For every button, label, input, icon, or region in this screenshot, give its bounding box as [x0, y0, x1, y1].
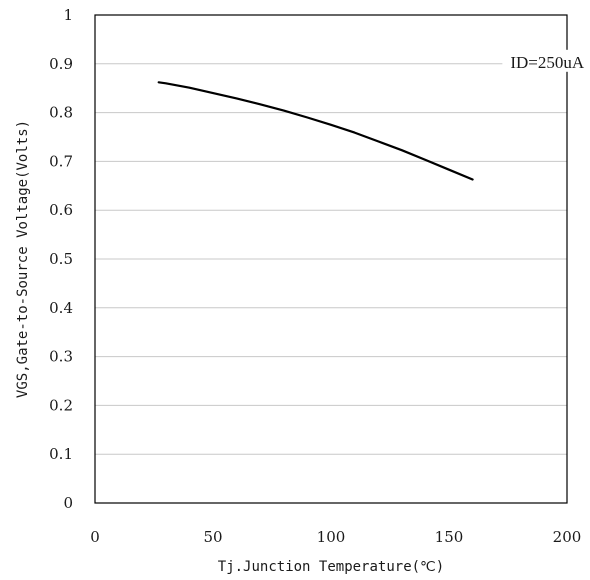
annotation-label: ID=250uA: [510, 53, 585, 72]
x-tick-label: 200: [553, 528, 582, 546]
y-tick-label: 0.9: [49, 55, 73, 73]
annotation-background: [502, 49, 590, 72]
x-tick-label: 100: [317, 528, 346, 546]
y-tick-label: 0: [63, 494, 73, 512]
y-tick-label: 0.1: [49, 445, 73, 463]
x-tick-labels: 0 50 100 150 200: [90, 528, 581, 546]
annotations: ID=250uA: [502, 49, 590, 72]
y-tick-labels: 0 0.1 0.2 0.3 0.4 0.5 0.6 0.7 0.8 0.9 1: [49, 6, 73, 512]
gridlines: [95, 63, 567, 455]
y-tick-label: 0.5: [49, 250, 73, 268]
x-tick-label: 50: [203, 528, 222, 546]
x-axis-title: Tj.Junction Temperature(℃): [218, 559, 444, 575]
y-tick-label: 0.3: [49, 348, 73, 366]
y-tick-label: 1: [63, 6, 73, 24]
y-tick-label: 0.4: [49, 299, 73, 317]
y-tick-label: 0.2: [49, 396, 73, 414]
x-tick-label: 0: [90, 528, 100, 546]
y-axis-title: VGS,Gate-to-Source Voltage(Volts): [15, 120, 31, 398]
x-tick-label: 150: [435, 528, 464, 546]
vgs-series-line: [157, 81, 474, 181]
series-lines: [157, 81, 474, 181]
plot-frame: [94, 14, 568, 504]
y-tick-label: 0.6: [49, 201, 73, 219]
y-tick-label: 0.7: [49, 152, 73, 170]
y-tick-label: 0.8: [49, 104, 73, 122]
